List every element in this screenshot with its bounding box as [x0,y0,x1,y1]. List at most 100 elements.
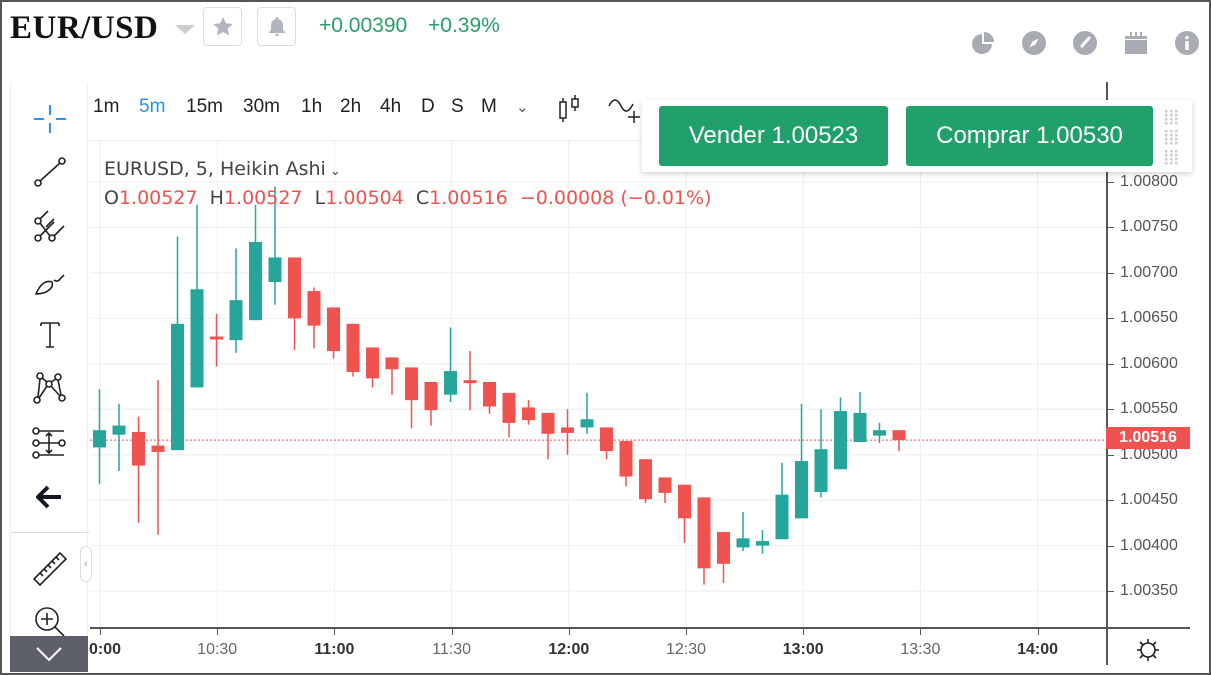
header: EUR/USD +0.00390 +0.39% [0,0,1211,82]
interval-30m[interactable]: 30m [243,96,280,117]
pie-chart-button[interactable] [970,30,996,56]
candle [619,441,633,487]
price-tick [1106,454,1114,456]
candle [385,357,399,395]
chart-canvas[interactable] [90,140,1106,628]
time-tick [803,629,805,635]
bell-icon [268,16,285,36]
price-tick [1106,409,1114,411]
price-tick-label: 1.00800 [1120,173,1178,190]
drag-handle[interactable] [1162,106,1182,166]
interval-week[interactable]: S [451,96,464,117]
candle [190,204,204,388]
calendar-button[interactable] [1123,30,1149,56]
time-tick-label: 10:30 [197,641,238,658]
time-tick [451,629,453,635]
candle [678,484,691,543]
back-arrow-icon [36,485,61,509]
interval-month[interactable]: M [481,96,497,117]
chart-type-button[interactable] [557,94,583,129]
candle [795,403,808,519]
toolbar-expand-button[interactable] [10,636,88,672]
chevron-down-icon [36,647,62,662]
time-tick-label: 11:00 [314,641,355,658]
candle [424,381,438,426]
price-tick [1106,363,1114,365]
candle [541,412,555,460]
price-tick-label: 1.00400 [1120,536,1178,554]
sell-button[interactable]: Vender 1.00523 [659,106,888,166]
brush-tool[interactable] [11,257,89,307]
add-indicator-button[interactable] [607,94,641,131]
ruler-tool[interactable] [11,544,89,594]
drawing-toolbar [10,82,89,637]
crosshair-tool[interactable] [11,94,89,144]
candle [658,477,672,503]
trend-line-tool[interactable] [11,147,89,197]
time-tick [920,629,922,635]
price-axis[interactable] [1106,82,1108,665]
time-tick [686,629,687,635]
interval-1m[interactable]: 1m [93,96,120,117]
price-tick [1106,272,1114,274]
buy-button[interactable]: Comprar 1.00530 [906,106,1153,166]
interval-1h[interactable]: 1h [301,96,323,117]
candle [580,392,594,434]
measure-projection-icon [32,427,66,459]
favorite-button[interactable] [203,7,242,46]
high-value: 1.00527 [223,187,303,209]
price-tick-label: 1.00650 [1120,309,1178,327]
compass-button[interactable] [1021,30,1047,56]
text-icon [40,322,60,348]
chart-settings-button[interactable] [1133,636,1163,664]
measure-projection-tool[interactable] [11,418,89,468]
interval-4h[interactable]: 4h [380,96,402,117]
price-tick [1106,318,1114,320]
price-tick [1106,591,1114,593]
pie-chart-icon [972,32,994,54]
star-icon [212,16,233,35]
interval-5m[interactable]: 5m [139,96,166,117]
back-button[interactable] [11,472,89,522]
more-intervals-dropdown[interactable]: ⌄ [516,99,529,116]
price-tick-label: 1.00350 [1120,582,1178,600]
interval-15m[interactable]: 15m [186,96,223,117]
pattern-tool[interactable] [11,364,89,414]
candle [892,430,906,452]
candle [853,391,867,442]
candle [93,389,106,484]
candle [151,380,165,535]
compass-icon [1022,31,1046,55]
candle [775,462,789,540]
low-value: 1.00504 [325,187,404,209]
pattern-icon [33,372,66,404]
candles-icon [559,95,579,122]
candle [873,422,886,443]
zoom-in-tool[interactable] [11,597,89,647]
crosshair-icon [34,105,66,133]
alert-button[interactable] [257,7,296,46]
ruler-icon [32,551,68,587]
price-tick-label: 1.00600 [1120,354,1178,372]
candle [288,257,301,351]
candle [717,531,730,583]
indicator-plus-icon [608,99,640,123]
interval-day[interactable]: D [421,96,435,117]
candle [561,409,574,455]
candle [483,381,496,414]
change-absolute: +0.00390 [319,14,408,37]
candle [229,248,243,353]
candle [327,307,340,359]
pitchfork-tool[interactable] [11,202,89,252]
interval-2h[interactable]: 2h [340,96,362,117]
series-legend-title[interactable]: EURUSD, 5, Heikin Ashi ⌄ [104,158,341,180]
toolbar-collapse-handle[interactable]: ‹ [80,546,92,582]
text-tool[interactable] [11,310,89,360]
symbol-dropdown-icon[interactable] [175,25,195,34]
change-value: −0.00008 (−0.01%) [519,187,712,209]
candle [444,327,457,402]
time-axis[interactable] [90,627,1190,629]
info-button[interactable] [1174,30,1200,56]
gauge-button[interactable] [1072,30,1098,56]
candle [268,186,282,305]
